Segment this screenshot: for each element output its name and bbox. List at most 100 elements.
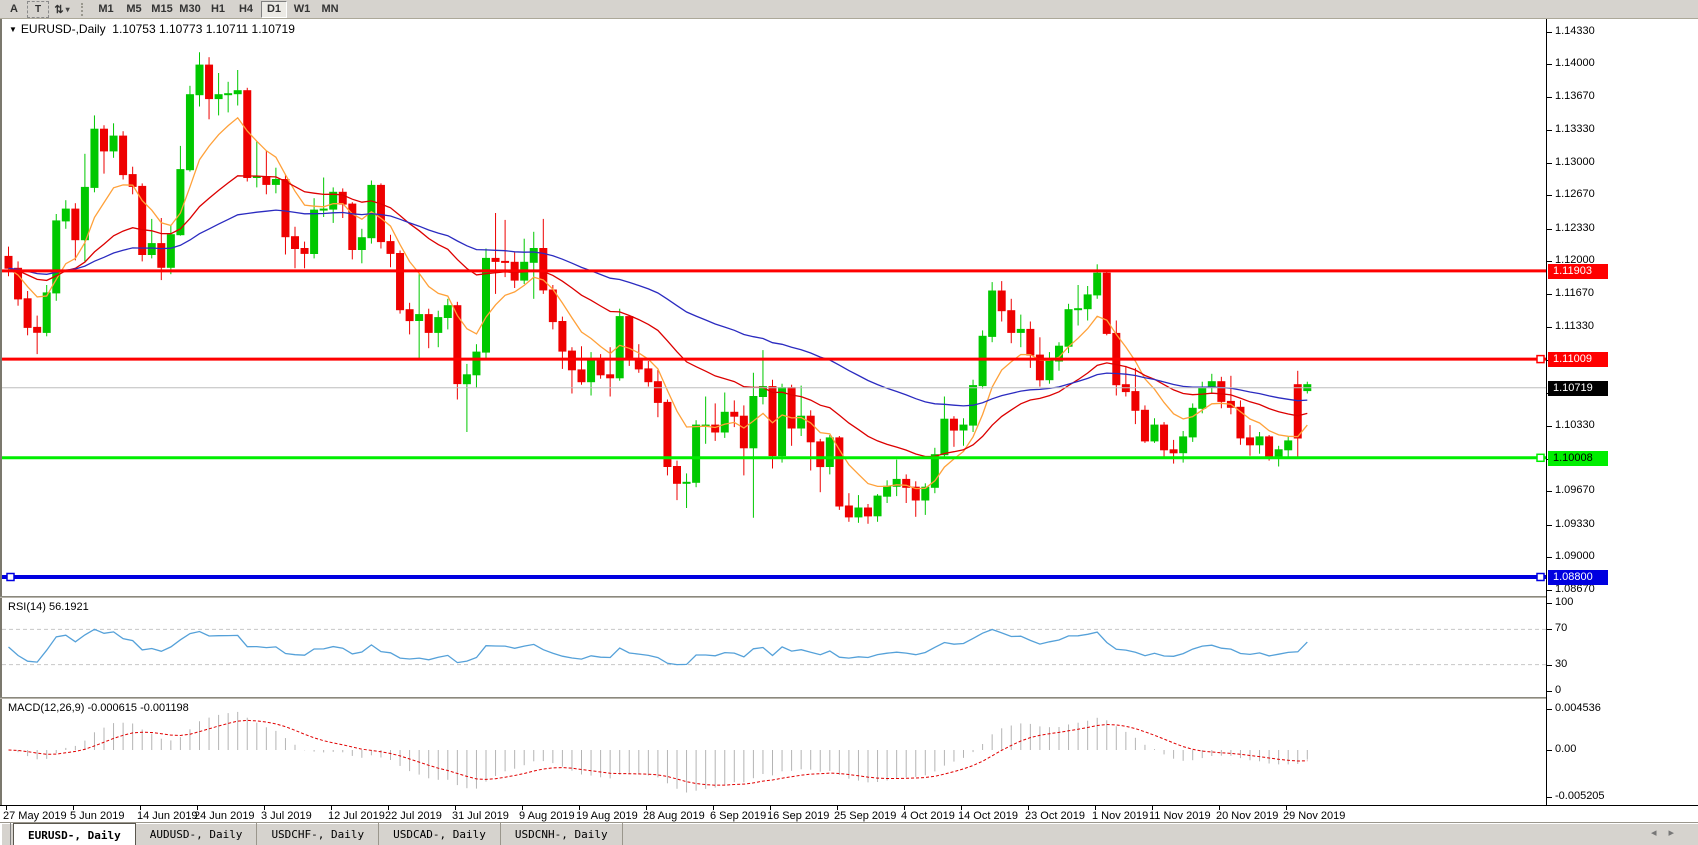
price-tick-label: 1.12330: [1555, 222, 1595, 234]
toolbar-grip[interactable]: [81, 2, 86, 16]
dropdown-caret-icon: ▾: [65, 4, 70, 14]
price-badge-1.11903: 1.11903: [1548, 264, 1608, 279]
toolbar: A T ⇅ ▾ M1 M5 M15 M30 H1 H4 D1 W1 MN: [0, 0, 1698, 19]
price-tick-label: 1.12000: [1555, 254, 1595, 266]
macd-label: MACD(12,26,9) -0.000615 -0.001198: [8, 702, 189, 714]
tab-scroll-arrows[interactable]: ◂▸: [1650, 827, 1686, 839]
price-tick-label: 1.14000: [1555, 57, 1595, 69]
date-tick: [579, 806, 580, 810]
timeframe-button-m1[interactable]: M1: [98, 3, 114, 15]
date-tick: [73, 806, 74, 810]
panel-splitter[interactable]: [0, 697, 1698, 699]
date-tick-label: 27 May 2019: [3, 810, 67, 822]
date-tick: [264, 806, 265, 810]
price-tick-label: 1.12670: [1555, 188, 1595, 200]
timeframe-button-h1[interactable]: H1: [210, 3, 226, 15]
price-chart-panel[interactable]: ▼ EURUSD-,Daily 1.10753 1.10773 1.10711 1…: [2, 19, 1546, 596]
price-tick-label: 1.13330: [1555, 123, 1595, 135]
macd-signal-line: [8, 719, 1308, 786]
date-tick-label: 28 Aug 2019: [643, 810, 705, 822]
timeframe-button-mn[interactable]: MN: [321, 3, 339, 15]
chart-tab-usdchf[interactable]: USDCHF-, Daily: [257, 823, 380, 845]
date-tick: [961, 806, 962, 810]
date-tick: [331, 806, 332, 810]
ma-25-line: [8, 175, 1308, 458]
price-axis[interactable]: 1.14330 1.14000 1.13670 1.13330 1.13000 1.126…: [1546, 19, 1698, 805]
date-tick-label: 23 Oct 2019: [1025, 810, 1085, 822]
collapse-icon[interactable]: ▼: [9, 25, 17, 34]
date-tick-label: 25 Sep 2019: [834, 810, 897, 822]
date-tick: [6, 806, 7, 810]
timeframe-button-w1[interactable]: W1: [293, 3, 311, 15]
price-tick-label: 1.09670: [1555, 484, 1595, 496]
date-tick-label: 1 Nov 2019: [1092, 810, 1149, 822]
date-tick-label: 20 Nov 2019: [1216, 810, 1279, 822]
price-tick: [1547, 426, 1552, 427]
candlestick-chart[interactable]: [2, 19, 1546, 596]
rsi-label: RSI(14) 56.1921: [8, 601, 89, 613]
macd-chart: [8, 711, 1308, 793]
price-tick: [1547, 163, 1552, 164]
date-tick: [1219, 806, 1220, 810]
annotation-tool-button[interactable]: A: [10, 3, 18, 15]
chart-tab-usdcnh[interactable]: USDCNH-, Daily: [501, 823, 623, 845]
rsi-tick-label: 70: [1555, 622, 1568, 634]
candles: [4, 52, 1312, 524]
rsi-line: [8, 628, 1308, 666]
price-tick: [1547, 294, 1552, 295]
hline-handle-right[interactable]: [1536, 453, 1545, 463]
rsi-chart: [2, 628, 1546, 666]
window-frame-left: [0, 19, 2, 822]
rsi-panel[interactable]: RSI(14) 56.1921: [2, 599, 1546, 697]
price-badge-1.10008: 1.10008: [1548, 451, 1608, 466]
chart-tab-eurusd[interactable]: EURUSD-, Daily: [13, 823, 136, 845]
rsi-tick: [1547, 629, 1552, 630]
hline-handle-right[interactable]: [1536, 572, 1545, 582]
chart-tab-audusd[interactable]: AUDUSD-, Daily: [136, 823, 258, 845]
price-tick: [1547, 195, 1552, 196]
cursor-tool-button[interactable]: ⇅ ▾: [54, 3, 70, 16]
date-tick-label: 5 Jun 2019: [70, 810, 125, 822]
timeframe-button-h4[interactable]: H4: [238, 3, 254, 15]
timeframe-button-m5[interactable]: M5: [126, 3, 142, 15]
date-tick: [713, 806, 714, 810]
text-tool-button[interactable]: T: [27, 0, 49, 18]
date-tick-label: 4 Oct 2019: [901, 810, 955, 822]
macd-histogram: [17, 711, 1308, 793]
price-tick-label: 1.09330: [1555, 518, 1595, 530]
price-tick: [1547, 261, 1552, 262]
date-tick: [140, 806, 141, 810]
rsi-tick: [1547, 603, 1552, 604]
symbol-period-label: EURUSD-,Daily: [20, 22, 106, 36]
chart-tab-usdcad[interactable]: USDCAD-, Daily: [379, 823, 501, 845]
time-axis[interactable]: 27 May 2019 5 Jun 2019 14 Jun 2019 24 Jun 2…: [0, 805, 1698, 822]
price-tick: [1547, 491, 1552, 492]
date-tick-label: 16 Sep 2019: [767, 810, 830, 822]
panel-splitter[interactable]: [0, 596, 1698, 598]
price-tick: [1547, 64, 1552, 65]
price-tick-label: 1.11670: [1555, 287, 1594, 299]
tabbar-gutter: [0, 823, 11, 845]
price-tick-label: 1.08670: [1555, 583, 1595, 595]
ohlc-quote-label: 1.10753 1.10773 1.10711 1.10719: [112, 22, 295, 36]
price-tick: [1547, 590, 1552, 591]
macd-panel[interactable]: MACD(12,26,9) -0.000615 -0.001198: [2, 700, 1546, 805]
date-tick-label: 31 Jul 2019: [452, 810, 509, 822]
macd-tick: [1547, 797, 1552, 798]
date-tick-label: 9 Aug 2019: [519, 810, 575, 822]
hline-handle-left[interactable]: [6, 572, 15, 582]
date-tick-label: 14 Oct 2019: [958, 810, 1018, 822]
rsi-tick: [1547, 691, 1552, 692]
macd-tick: [1547, 750, 1552, 751]
timeframe-button-m30[interactable]: M30: [179, 3, 201, 15]
price-tick-label: 1.10330: [1555, 419, 1595, 431]
date-tick-label: 6 Sep 2019: [710, 810, 767, 822]
timeframe-button-d1[interactable]: D1: [261, 0, 287, 18]
timeframe-button-m15[interactable]: M15: [151, 3, 173, 15]
date-tick: [1095, 806, 1096, 810]
date-tick: [1152, 806, 1153, 810]
current-price-badge: 1.10719: [1548, 381, 1608, 396]
hline-handle-right[interactable]: [1536, 354, 1545, 364]
date-tick: [455, 806, 456, 810]
